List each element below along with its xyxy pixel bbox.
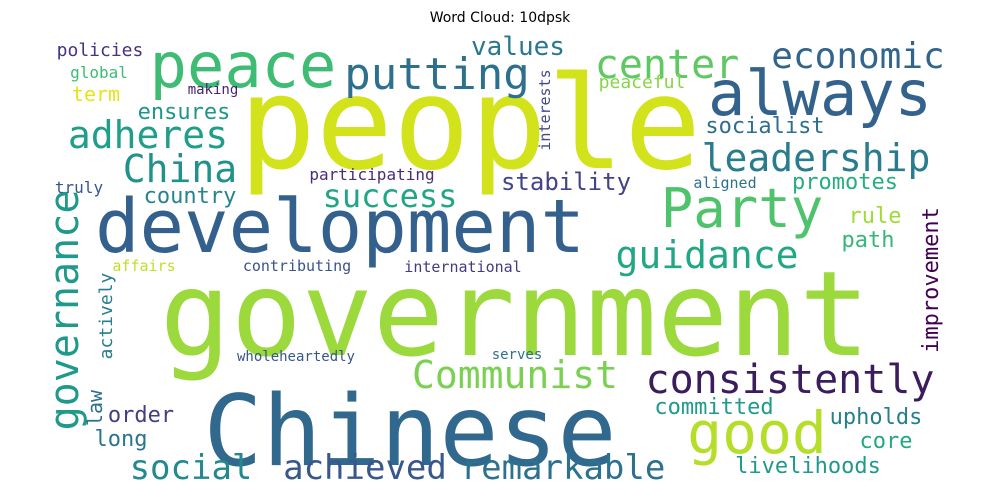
chart-title: Word Cloud: 10dpsk	[429, 10, 571, 26]
word-rule: rule	[849, 204, 902, 229]
word-actively: actively	[96, 272, 117, 359]
word-wholeheartedly: wholeheartedly	[237, 349, 355, 365]
word-social: social	[130, 448, 253, 488]
word-order: order	[108, 403, 174, 428]
word-country: country	[144, 184, 237, 209]
word-people: people	[239, 50, 701, 199]
word-government: government	[160, 245, 870, 383]
word-policies: policies	[57, 40, 144, 61]
word-china: China	[123, 147, 237, 191]
word-good: good	[687, 399, 827, 467]
word-international: international	[404, 258, 521, 276]
word-global: global	[70, 63, 128, 82]
word-development: development	[95, 184, 585, 270]
word-upholds: upholds	[830, 405, 923, 430]
word-long: long	[95, 427, 148, 452]
word-remarkable: remarkable	[461, 448, 666, 488]
word-core: core	[860, 429, 913, 454]
word-adheres: adheres	[68, 113, 228, 157]
word-livelihoods: livelihoods	[735, 454, 881, 479]
word-committed: committed	[654, 395, 773, 420]
word-socialist: socialist	[705, 114, 824, 139]
word-communist: Communist	[412, 353, 618, 397]
word-guidance: guidance	[615, 233, 798, 277]
word-values: values	[471, 32, 565, 62]
word-consistently: consistently	[646, 357, 935, 403]
word-peaceful: peaceful	[599, 72, 686, 93]
word-center: center	[595, 42, 740, 88]
word-serves: serves	[492, 347, 543, 363]
word-always: always	[708, 57, 932, 130]
word-success: success	[323, 177, 458, 215]
word-law: law	[83, 389, 107, 426]
word-improvement: improvement	[919, 207, 944, 353]
word-promotes: promotes	[792, 170, 898, 195]
word-term: term	[72, 82, 120, 106]
word-putting: putting	[344, 49, 529, 100]
word-governance: governance	[42, 190, 88, 431]
word-interests: interests	[536, 69, 554, 150]
word-leadership: leadership	[702, 136, 931, 180]
word-contributing: contributing	[243, 257, 351, 275]
word-party: Party	[661, 177, 824, 240]
word-participating: participating	[309, 165, 434, 184]
word-aligned: aligned	[693, 174, 756, 192]
word-path: path	[842, 228, 895, 253]
word-chinese: Chinese	[203, 375, 616, 489]
word-making: making	[188, 82, 239, 98]
word-stability: stability	[501, 168, 631, 196]
word-achieved: achieved	[283, 448, 447, 488]
word-truly: truly	[55, 178, 104, 197]
word-ensures: ensures	[138, 100, 231, 125]
word-economic: economic	[771, 36, 944, 77]
word-affairs: affairs	[112, 257, 175, 275]
word-peace: peace	[150, 29, 337, 102]
